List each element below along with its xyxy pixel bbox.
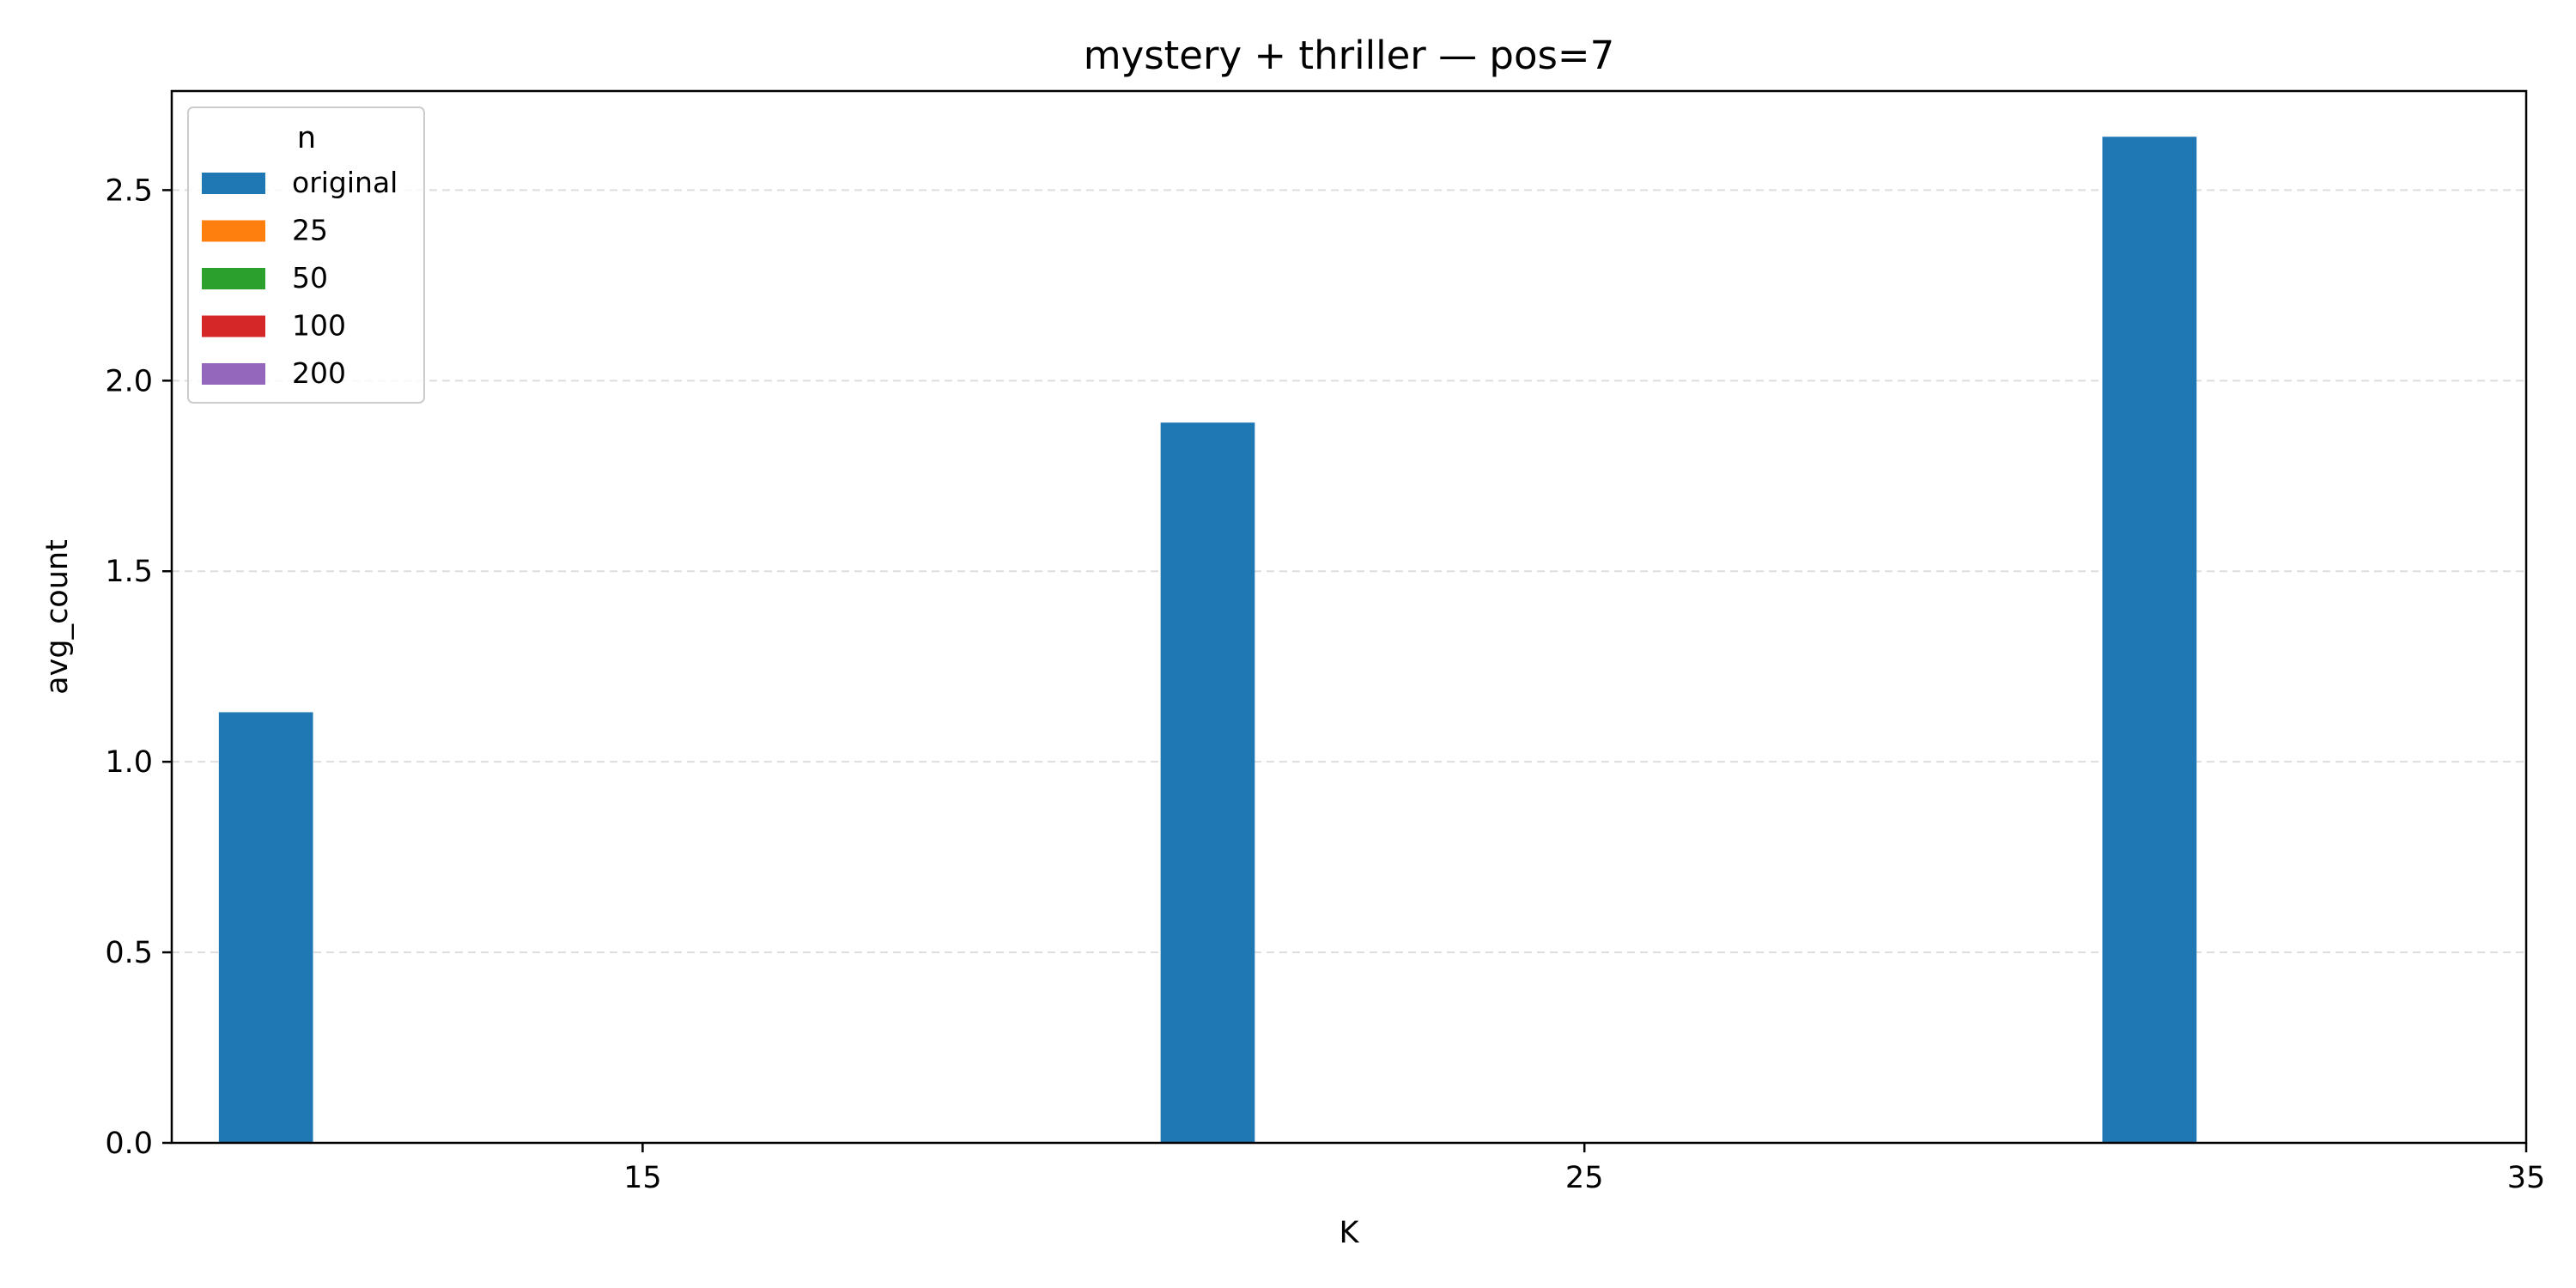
y-tick-label: 2.5 xyxy=(105,173,153,208)
x-axis-ticks: 15 25 35 xyxy=(623,1143,2545,1195)
y-tick-label: 1.0 xyxy=(105,745,153,780)
chart-title: mystery + thriller — pos=7 xyxy=(1084,33,1615,78)
legend-label-original: original xyxy=(292,166,398,199)
y-tick-label: 2.0 xyxy=(105,364,153,398)
legend-label-50: 50 xyxy=(292,261,328,295)
legend-label-100: 100 xyxy=(292,309,346,343)
legend-title: n xyxy=(297,121,316,155)
y-tick-label: 1.5 xyxy=(105,555,153,589)
y-tick-label: 0.0 xyxy=(105,1127,153,1161)
y-tick-label: 0.5 xyxy=(105,936,153,970)
bars xyxy=(218,137,2197,1143)
legend-label-25: 25 xyxy=(292,214,328,247)
legend-swatch-50 xyxy=(202,268,265,289)
legend-swatch-100 xyxy=(202,315,265,337)
bar-original-35 xyxy=(2102,137,2197,1143)
y-axis-ticks: 0.0 0.5 1.0 1.5 2.0 2.5 xyxy=(105,173,172,1161)
legend-swatch-25 xyxy=(202,220,265,242)
legend: n original 25 50 100 200 xyxy=(187,106,425,404)
x-axis-label: K xyxy=(1340,1216,1360,1250)
y-axis-label: avg_count xyxy=(40,539,75,695)
bar-original-25 xyxy=(1160,422,1255,1143)
x-tick-label: 25 xyxy=(1565,1161,1604,1195)
legend-swatch-original xyxy=(202,173,265,194)
bar-original-15 xyxy=(218,712,313,1143)
plot-frame xyxy=(170,89,2528,1145)
x-tick-label: 35 xyxy=(2507,1161,2546,1195)
legend-swatch-200 xyxy=(202,363,265,385)
legend-label-200: 200 xyxy=(292,356,346,390)
x-tick-label: 15 xyxy=(623,1161,662,1195)
